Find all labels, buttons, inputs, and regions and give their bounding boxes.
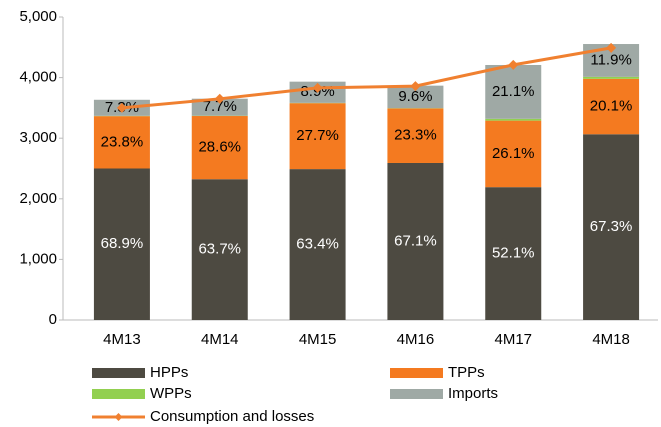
legend-label: HPPs (150, 364, 188, 381)
y-tick-label: 4,000 (19, 69, 57, 86)
data-label: 67.3% (590, 218, 633, 235)
data-label: 9.6% (398, 88, 432, 105)
x-tick-label: 4M16 (397, 331, 435, 348)
line-marker (214, 93, 225, 104)
data-label: 52.1% (492, 245, 535, 262)
bar-segment (583, 78, 640, 135)
line-marker (116, 102, 127, 113)
line-marker (410, 81, 421, 92)
x-tick-label: 4M18 (592, 331, 630, 348)
y-tick-label: 2,000 (19, 190, 57, 207)
data-label: 21.1% (492, 83, 535, 100)
bar-segment (289, 103, 346, 170)
legend-label: Consumption and losses (150, 408, 314, 425)
x-tick-label: 4M14 (201, 331, 239, 348)
y-tick-label: 3,000 (19, 129, 57, 146)
legend-label: Imports (448, 385, 498, 402)
bar-segment (485, 64, 542, 119)
line-marker (508, 59, 519, 70)
bar-segment (93, 116, 150, 169)
line-marker (606, 42, 617, 53)
data-label: 63.7% (198, 241, 241, 258)
bar-segment (93, 168, 150, 320)
data-label: 68.9% (101, 235, 144, 252)
legend-label: TPPs (448, 364, 485, 381)
bar-segment (289, 169, 346, 320)
legend-label: WPPs (150, 385, 192, 402)
data-label: 28.6% (198, 139, 241, 156)
y-tick-label: 0 (49, 311, 57, 328)
data-label: 23.3% (394, 127, 437, 144)
x-tick-label: 4M17 (494, 331, 532, 348)
legend-swatch (390, 368, 443, 378)
legend-marker (114, 413, 123, 421)
data-label: 23.8% (101, 133, 144, 150)
data-label: 27.7% (296, 127, 339, 144)
bar-segment (387, 162, 444, 320)
data-label: 67.1% (394, 232, 437, 249)
y-tick-label: 5,000 (19, 8, 57, 25)
bar-segment (387, 85, 444, 109)
data-label: 26.1% (492, 145, 535, 162)
bar-segment (485, 118, 542, 121)
line (121, 46, 612, 110)
line-marker (312, 82, 323, 93)
bar-segment (485, 120, 542, 188)
y-tick-label: 1,000 (19, 250, 57, 267)
bar-segment (191, 98, 248, 116)
legend-swatch (390, 389, 443, 399)
legend-swatch (92, 368, 145, 378)
data-label: 20.1% (590, 98, 633, 115)
legend-swatch (92, 389, 145, 399)
bar-segment (191, 179, 248, 320)
data-label: 63.4% (296, 236, 339, 253)
bar-segment (583, 134, 640, 320)
x-tick-label: 4M15 (299, 331, 337, 348)
bar-segment (485, 187, 542, 320)
bar-segment (387, 108, 444, 163)
bar-segment (583, 76, 640, 79)
x-tick-label: 4M13 (103, 331, 141, 348)
bar-segment (191, 116, 248, 180)
data-label: 7.7% (203, 98, 237, 115)
data-label: 11.9% (590, 51, 631, 68)
